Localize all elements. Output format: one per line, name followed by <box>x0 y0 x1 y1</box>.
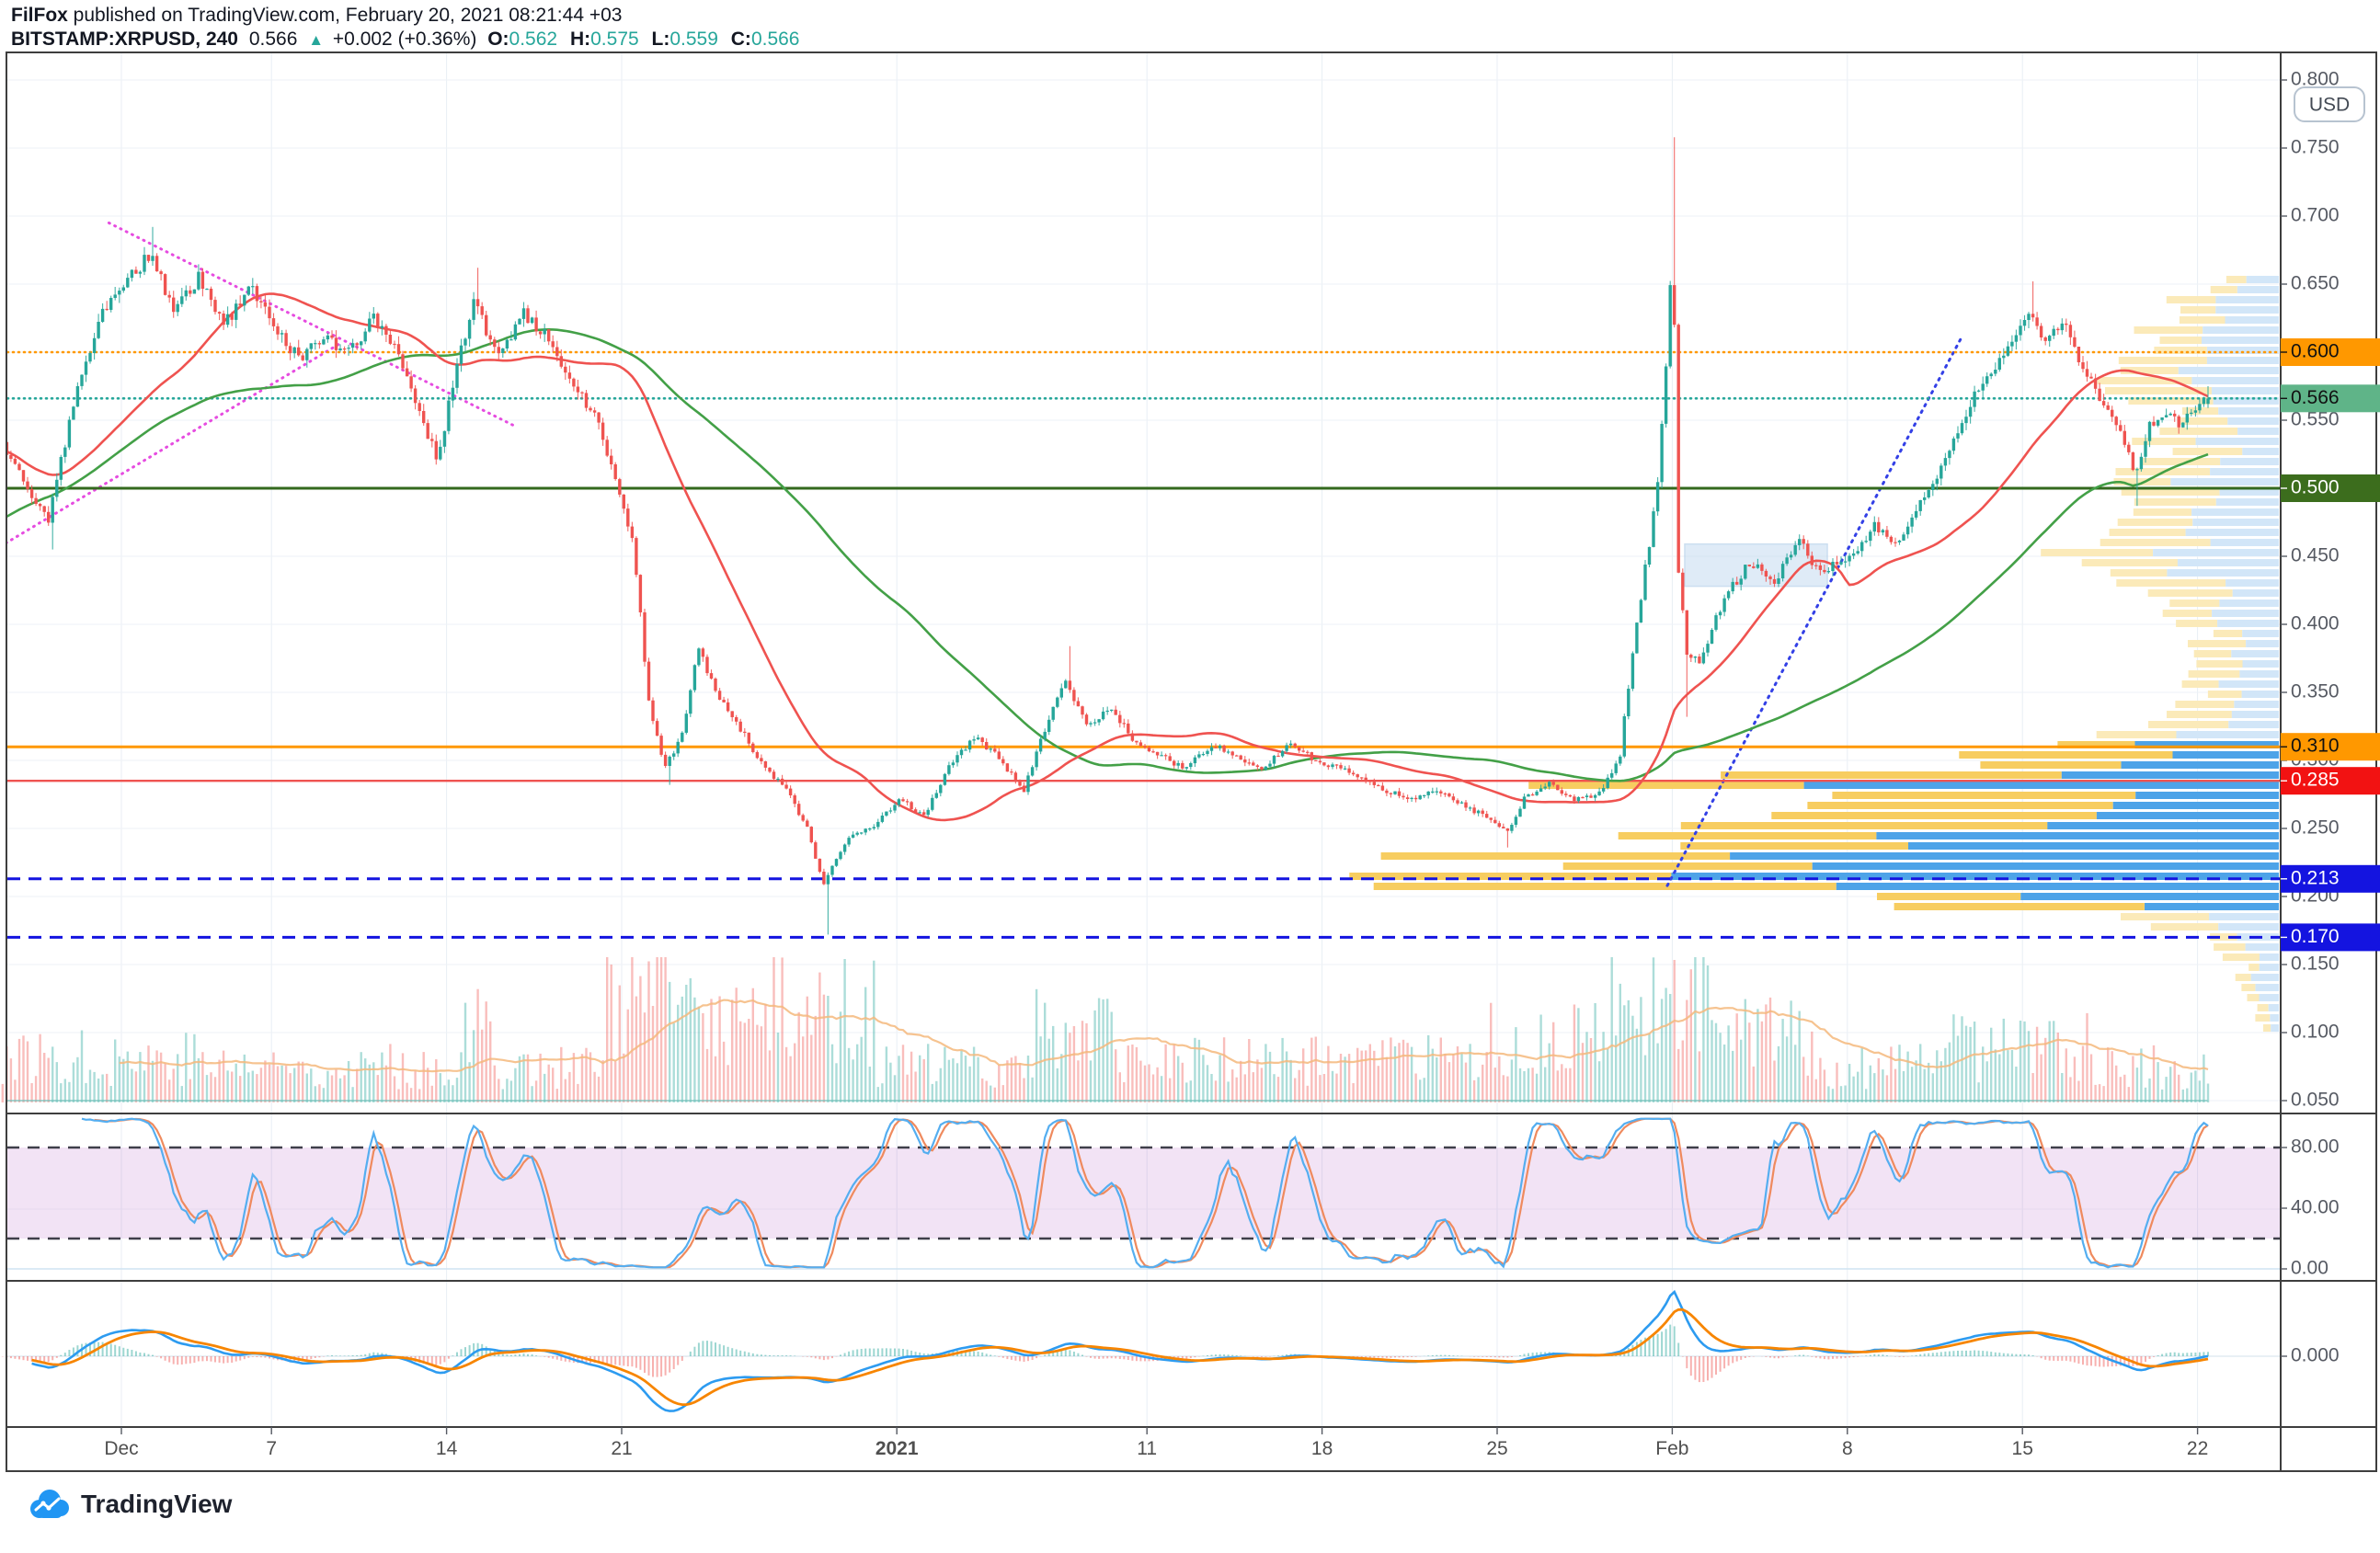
date-tick-label: 15 <box>2012 1438 2033 1459</box>
low-key: L: <box>651 29 670 50</box>
macd-signal-line <box>31 1307 2209 1406</box>
svg-text:0.600: 0.600 <box>2291 341 2340 362</box>
author-name: FilFox <box>11 5 68 26</box>
close-value: 0.566 <box>750 29 800 50</box>
moving-averages <box>7 292 2209 822</box>
stoch-k-line <box>81 1117 2209 1269</box>
change-text: +0.002 (+0.36%) <box>332 29 477 50</box>
candles-layer <box>7 137 2210 935</box>
stochastic-pane <box>7 1117 2281 1269</box>
price-tick-label: 0.450 <box>2291 545 2340 566</box>
ascending-support-feb <box>1665 334 1964 887</box>
stoch-tick-label: 80.00 <box>2291 1136 2340 1158</box>
level-lines[interactable] <box>6 350 2283 939</box>
descending-resistance-dec <box>107 221 519 428</box>
byline: FilFox published on TradingView.com, Feb… <box>11 4 800 27</box>
ma-fast-line <box>7 292 2209 822</box>
price-label-0.310: 0.310 <box>2281 733 2380 761</box>
ascending-support-dec <box>7 341 343 544</box>
price-label-0.566: 0.566 <box>2281 384 2380 413</box>
price-label-0.285: 0.285 <box>2281 767 2380 795</box>
svg-text:USD: USD <box>2309 95 2350 116</box>
svg-text:0.285: 0.285 <box>2291 770 2340 791</box>
tradingview-logo-icon <box>30 1490 69 1518</box>
price-tick-label: 0.650 <box>2291 273 2340 294</box>
stoch-tick-label: 0.00 <box>2291 1258 2329 1279</box>
up-arrow-icon: ▲ <box>308 31 325 49</box>
price-label-0.600: 0.600 <box>2281 338 2380 366</box>
date-tick-label: 7 <box>266 1438 277 1459</box>
date-tick-label: Feb <box>1655 1438 1688 1459</box>
price-tick-label: 0.800 <box>2291 69 2340 90</box>
price-tick-label: 0.150 <box>2291 953 2340 975</box>
high-key: H: <box>569 29 591 50</box>
price-tick-label: 0.700 <box>2291 205 2340 226</box>
price-tick-label: 0.100 <box>2291 1022 2340 1043</box>
price-tick-label: 0.050 <box>2291 1090 2340 1111</box>
price-label-0.500: 0.500 <box>2281 474 2380 502</box>
price-tick-label: 0.250 <box>2291 817 2340 839</box>
symbol-title[interactable]: BITSTAMP:XRPUSD, 240 <box>11 29 238 50</box>
date-tick-label: 2021 <box>875 1438 919 1459</box>
low-value: 0.559 <box>669 29 718 50</box>
date-tick-label: 11 <box>1137 1438 1157 1459</box>
price-label-0.213: 0.213 <box>2281 864 2380 893</box>
date-tick-label: 18 <box>1311 1438 1333 1459</box>
macd-pane <box>1 1289 2209 1412</box>
ma-slow-line <box>7 327 2209 782</box>
svg-text:0.566: 0.566 <box>2291 387 2340 408</box>
date-tick-label: 21 <box>611 1438 632 1459</box>
footer-brand[interactable]: TradingView <box>28 1484 232 1524</box>
macd-tick-label: 0.000 <box>2291 1345 2340 1366</box>
attribution-header: FilFox published on TradingView.com, Feb… <box>11 4 800 51</box>
currency-usd-button[interactable]: USD <box>2294 86 2365 122</box>
last-price: 0.566 <box>248 29 298 50</box>
price-tick-label: 0.350 <box>2291 681 2340 702</box>
byline-text: published on TradingView.com, February 2… <box>67 5 623 26</box>
price-tick-label: 0.400 <box>2291 613 2340 634</box>
svg-text:0.310: 0.310 <box>2291 736 2340 757</box>
volume-ma-line <box>119 999 2209 1073</box>
open-value: 0.562 <box>509 29 558 50</box>
tradingview-brand-text: TradingView <box>81 1490 233 1518</box>
date-tick-label: 22 <box>2187 1438 2208 1459</box>
trendlines-layer[interactable] <box>0 221 1964 887</box>
time-axis[interactable]: Dec 7 14 21 2021 11 18 25 Feb 8 15 22 <box>104 1427 2208 1459</box>
price-label-0.170: 0.170 <box>2281 923 2380 952</box>
close-key: C: <box>730 29 751 50</box>
date-tick-label: 25 <box>1486 1438 1507 1459</box>
stoch-tick-label: 40.00 <box>2291 1197 2340 1218</box>
high-value: 0.575 <box>590 29 639 50</box>
date-tick-label: 8 <box>1842 1438 1853 1459</box>
pane-borders <box>6 51 2377 1472</box>
volume-histogram <box>1 957 2210 1102</box>
svg-text:0.213: 0.213 <box>2291 867 2340 888</box>
price-axis[interactable]: 0.800 0.750 0.700 0.650 0.550 0.450 0.400 0.350… <box>2281 69 2380 1366</box>
open-key: O: <box>487 29 509 50</box>
price-tick-label: 0.750 <box>2291 137 2340 158</box>
date-tick-label: Dec <box>104 1438 138 1459</box>
svg-text:0.500: 0.500 <box>2291 477 2340 498</box>
date-tick-label: 14 <box>436 1438 458 1459</box>
price-tick-label: 0.550 <box>2291 409 2340 430</box>
svg-text:0.170: 0.170 <box>2291 926 2340 947</box>
symbol-status-row: BITSTAMP:XRPUSD, 240 0.566 ▲ +0.002 (+0.… <box>11 28 800 51</box>
